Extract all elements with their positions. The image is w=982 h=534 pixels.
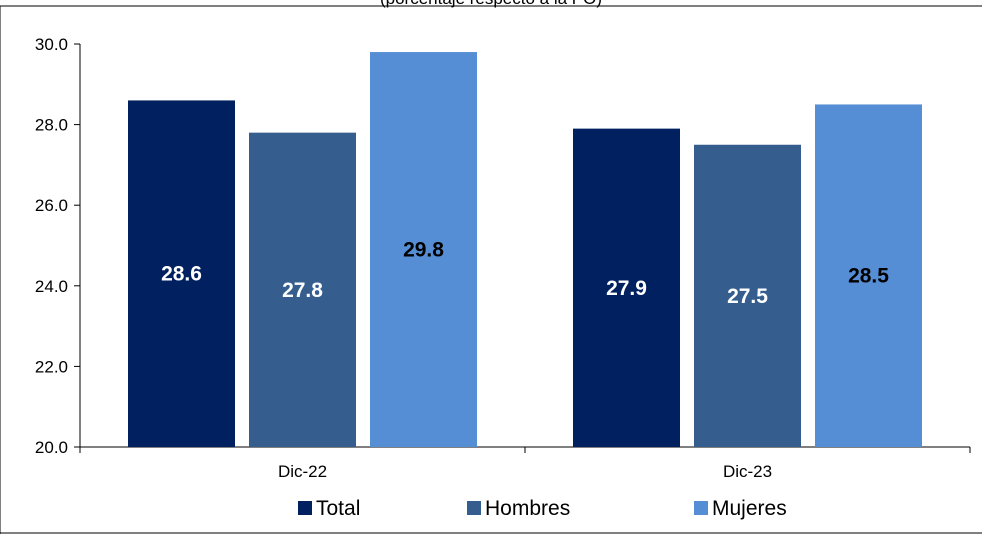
bar-total-dic-22 — [128, 100, 235, 448]
y-tick-label: 26.0 — [35, 196, 68, 215]
bar-mujeres-dic-23 — [815, 104, 922, 447]
data-label: 27.9 — [606, 277, 647, 300]
legend-swatch — [467, 501, 481, 515]
y-tick-label: 30.0 — [35, 35, 68, 54]
legend-swatch — [298, 501, 312, 515]
y-tick-label: 22.0 — [35, 357, 68, 376]
y-tick-label: 28.0 — [35, 116, 68, 135]
legend: Total Hombres Mujeres — [298, 497, 787, 520]
legend-label: Total — [316, 497, 360, 520]
y-tick-label: 20.0 — [35, 438, 68, 457]
data-label: 27.8 — [282, 279, 323, 302]
chart-subtitle: (porcentaje respecto a la PO) — [380, 0, 602, 8]
bar-hombres-dic-22 — [249, 132, 356, 447]
x-tick-label: Dic-23 — [723, 462, 772, 481]
bars — [128, 52, 922, 448]
x-tick-label: Dic-22 — [278, 462, 327, 481]
bar-mujeres-dic-22 — [370, 52, 477, 448]
data-labels: 28.6 27.8 29.8 27.9 27.5 28.5 — [161, 239, 889, 308]
legend-label: Mujeres — [712, 497, 787, 520]
legend-swatch — [694, 501, 708, 515]
y-tick-label: 24.0 — [35, 277, 68, 296]
y-axis: 20.0 22.0 24.0 26.0 28.0 30.0 — [35, 35, 81, 457]
data-label: 28.6 — [161, 263, 202, 286]
data-label: 28.5 — [848, 265, 889, 288]
bar-hombres-dic-23 — [694, 144, 801, 447]
data-label: 27.5 — [727, 285, 768, 308]
data-label: 29.8 — [403, 239, 444, 262]
legend-label: Hombres — [485, 497, 570, 520]
x-axis: Dic-22 Dic-23 — [79, 446, 971, 481]
chart-frame — [0, 5, 982, 534]
bar-total-dic-23 — [573, 128, 680, 447]
